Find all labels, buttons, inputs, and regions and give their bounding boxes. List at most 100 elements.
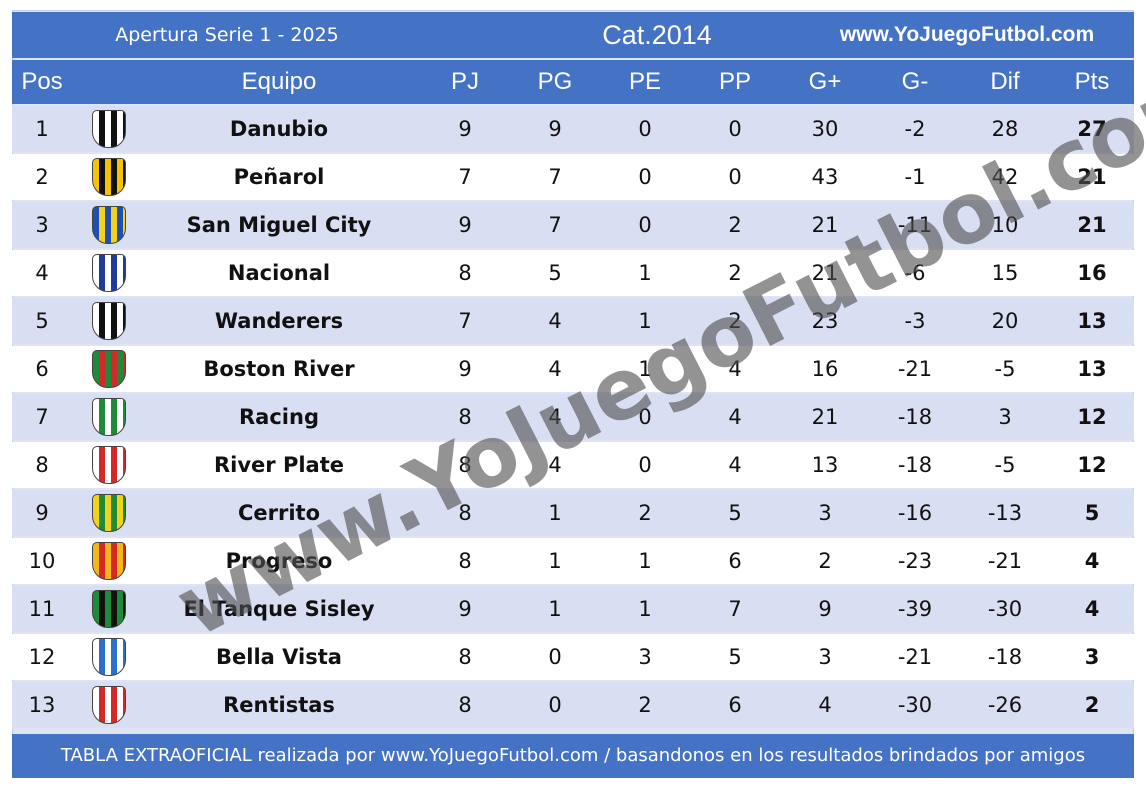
column-header-row: Pos Equipo PJ PG PE PP G+ G- Dif Pts [12,60,1134,104]
team-name: Bella Vista [216,645,342,669]
team-name: River Plate [213,453,344,477]
table-row: 10 Progreso 8 1 1 6 2 -23 -21 4 [12,538,1134,584]
cell-pos: 1 [35,117,49,141]
cell-goal-difference: 42 [991,165,1019,189]
team-name: San Miguel City [186,213,372,237]
cell-pg: 9 [548,117,562,141]
cell-pe: 0 [638,453,652,477]
cell-pg: 4 [548,453,562,477]
cell-pe: 1 [638,309,652,333]
cell-points: 13 [1077,309,1107,333]
cell-pg: 1 [548,501,562,525]
team-name: Boston River [203,357,355,381]
cell-pg: 7 [548,165,562,189]
team-crest-cell [74,586,144,632]
cell-pos: 9 [35,501,49,525]
cell-goals-for: 9 [818,597,832,621]
cell-goals-for: 21 [811,405,839,429]
cell-points: 5 [1084,501,1100,525]
category-title: Cat.2014 [602,20,712,50]
cell-pp: 2 [728,261,742,285]
team-name: Wanderers [214,309,344,333]
cell-pos: 13 [28,693,56,717]
cell-pos: 12 [28,645,56,669]
cell-pg: 0 [548,645,562,669]
cell-points: 12 [1077,453,1107,477]
team-crest-icon [92,110,126,148]
cell-pg: 1 [548,549,562,573]
cell-goals-against: -23 [897,549,933,573]
team-crest-icon [92,206,126,244]
team-name: Progreso [225,549,333,573]
website-link: www.YoJuegoFutbol.com [839,23,1095,46]
cell-pg: 0 [548,693,562,717]
cell-pe: 0 [638,213,652,237]
cell-pp: 0 [728,165,742,189]
cell-pg: 7 [548,213,562,237]
tournament-title: Apertura Serie 1 - 2025 [115,24,339,46]
team-crest-cell [74,346,144,392]
column-header-points: Pts [1074,68,1110,95]
table-row: 13 Rentistas 8 0 2 6 4 -30 -26 2 [12,682,1134,728]
team-crest-cell [74,250,144,296]
cell-pp: 4 [728,405,742,429]
column-header-pos: Pos [21,68,63,95]
title-bar: Apertura Serie 1 - 2025 Cat.2014 www.YoJ… [12,12,1134,58]
team-name: Cerrito [237,501,321,525]
cell-points: 4 [1084,597,1100,621]
cell-pos: 10 [28,549,56,573]
cell-goal-difference: -26 [987,693,1023,717]
cell-pe: 2 [638,693,652,717]
team-name: Danubio [229,117,329,141]
table-row: 2 Peñarol 7 7 0 0 43 -1 42 21 [12,154,1134,200]
cell-goals-for: 3 [818,645,832,669]
team-crest-icon [92,158,126,196]
cell-goals-for: 4 [818,693,832,717]
table-row: 5 Wanderers 7 4 1 2 23 -3 20 13 [12,298,1134,344]
column-header-pe: PE [628,68,661,95]
table-row: 3 San Miguel City 9 7 0 2 21 -11 10 21 [12,202,1134,248]
cell-goals-against: -16 [897,501,933,525]
team-crest-icon [92,350,126,388]
team-crest-icon [92,254,126,292]
cell-goals-for: 2 [818,549,832,573]
cell-goal-difference: -30 [987,597,1023,621]
team-crest-cell [74,154,144,200]
cell-goals-against: -18 [897,453,933,477]
cell-goal-difference: 15 [991,261,1019,285]
team-crest-icon [92,638,126,676]
team-crest-cell [74,106,144,152]
cell-pg: 4 [548,405,562,429]
cell-goal-difference: -21 [987,549,1023,573]
column-header-goals-for: G+ [808,68,842,95]
cell-pe: 2 [638,501,652,525]
team-crest-cell [74,538,144,584]
team-crest-cell [74,490,144,536]
cell-points: 21 [1077,213,1107,237]
cell-pe: 0 [638,117,652,141]
table-row: 6 Boston River 9 4 1 4 16 -21 -5 13 [12,346,1134,392]
cell-pe: 3 [638,645,652,669]
table-row: 4 Nacional 8 5 1 2 21 -6 15 16 [12,250,1134,296]
cell-points: 12 [1077,405,1107,429]
cell-goals-against: -3 [904,309,926,333]
cell-pj: 8 [458,645,472,669]
cell-pp: 2 [728,309,742,333]
table-row: 12 Bella Vista 8 0 3 5 3 -21 -18 3 [12,634,1134,680]
table-row: 11 El Tanque Sisley 9 1 1 7 9 -39 -30 4 [12,586,1134,632]
cell-points: 2 [1084,693,1100,717]
cell-goals-against: -21 [897,645,933,669]
column-header-pg: PG [537,68,573,95]
cell-goals-against: -2 [904,117,926,141]
cell-goals-for: 13 [811,453,839,477]
cell-pe: 0 [638,165,652,189]
cell-pj: 9 [458,597,472,621]
cell-pe: 1 [638,597,652,621]
cell-goals-against: -6 [904,261,926,285]
cell-goals-against: -11 [897,213,933,237]
cell-pj: 8 [458,261,472,285]
cell-goals-for: 16 [811,357,839,381]
cell-pg: 1 [548,597,562,621]
cell-goals-against: -30 [897,693,933,717]
column-header-team: Equipo [241,68,317,95]
